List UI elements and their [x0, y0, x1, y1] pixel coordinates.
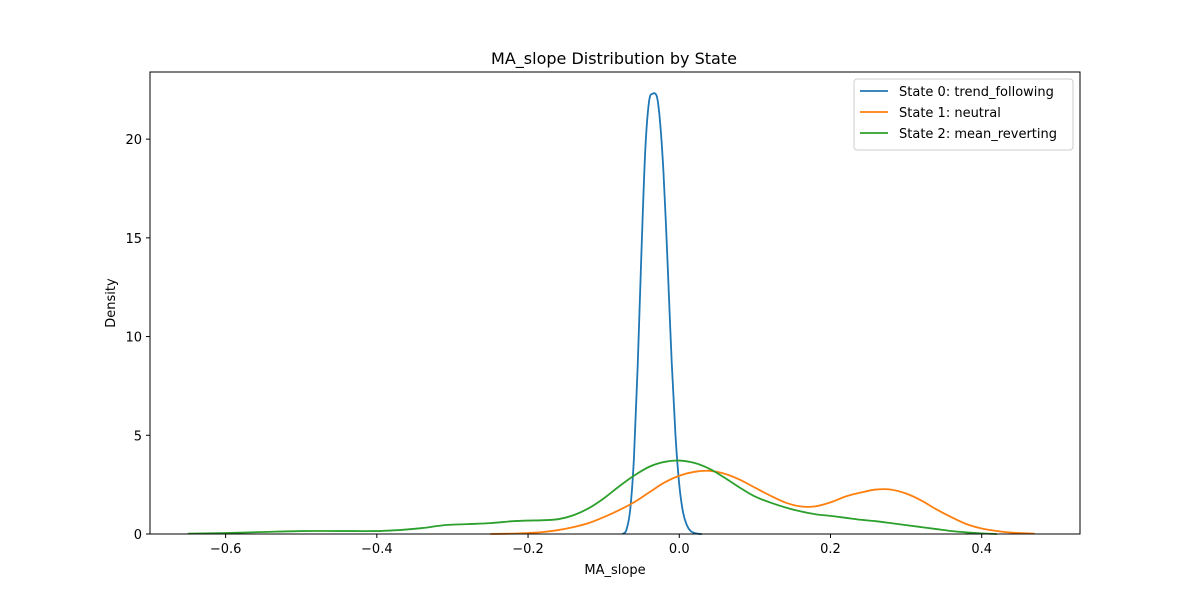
- chart-title: MA_slope Distribution by State: [491, 49, 737, 69]
- plot-frame: [149, 71, 1081, 535]
- y-axis-label: Density: [104, 278, 119, 328]
- x-tick-label: −0.4: [361, 542, 393, 557]
- y-tick-label: 5: [134, 429, 142, 444]
- x-tick-label: −0.6: [210, 542, 242, 557]
- legend-label-2: State 2: mean_reverting: [899, 127, 1057, 142]
- x-tick-label: 0.4: [971, 542, 992, 557]
- series-layer: [187, 92, 1035, 535]
- legend: State 0: trend_following State 1: neutral…: [853, 78, 1074, 151]
- x-tick-label: −0.2: [512, 542, 544, 557]
- y-tick-label: 20: [125, 133, 142, 148]
- legend-label-1: State 1: neutral: [899, 106, 1001, 121]
- series-line-2: [187, 459, 997, 535]
- legend-label-0: State 0: trend_following: [899, 85, 1054, 100]
- x-axis-label: MA_slope: [584, 563, 645, 578]
- y-tick-label: 10: [125, 331, 142, 346]
- x-tick-label: 0.0: [669, 542, 690, 557]
- axes-layer: −0.6 −0.4 −0.2 0.0 0.2 0.4 0 5 10 15 20: [125, 71, 1081, 557]
- x-tick-label: 0.2: [820, 542, 841, 557]
- series-line-1: [490, 469, 1035, 535]
- series-line-0: [621, 92, 702, 535]
- y-tick-label: 15: [125, 232, 142, 247]
- y-tick-label: 0: [134, 528, 142, 543]
- legend-box: [853, 78, 1074, 151]
